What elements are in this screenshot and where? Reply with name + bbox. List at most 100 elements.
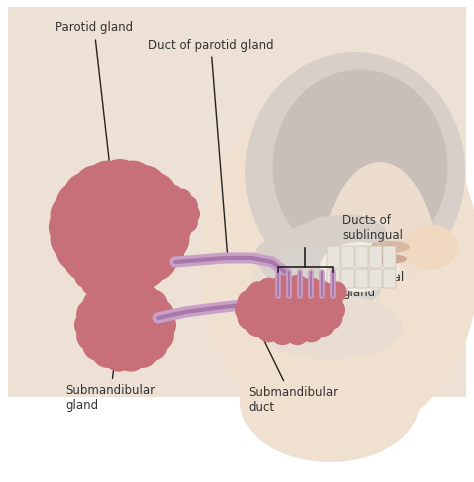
Polygon shape [255,244,385,310]
Circle shape [137,290,167,320]
Circle shape [74,244,118,288]
Ellipse shape [320,162,440,402]
Ellipse shape [370,241,410,253]
FancyBboxPatch shape [383,246,396,268]
Ellipse shape [249,287,331,333]
Circle shape [51,193,95,237]
Circle shape [83,330,113,360]
Circle shape [51,217,95,261]
Ellipse shape [245,52,465,292]
Circle shape [103,278,124,299]
Ellipse shape [147,195,189,233]
Circle shape [75,310,105,340]
Circle shape [137,330,167,360]
FancyBboxPatch shape [369,246,382,268]
Circle shape [248,282,268,302]
Circle shape [85,161,129,205]
Circle shape [180,204,200,224]
Circle shape [238,307,261,329]
Text: Duct of parotid gland: Duct of parotid gland [148,39,273,257]
Circle shape [236,299,258,321]
Ellipse shape [369,254,407,264]
Text: Submandibular
duct: Submandibular duct [248,310,338,414]
FancyBboxPatch shape [327,269,340,288]
FancyBboxPatch shape [341,246,354,268]
Circle shape [116,340,146,371]
Circle shape [113,239,134,261]
Ellipse shape [73,184,166,270]
Circle shape [140,182,184,227]
Circle shape [238,291,261,313]
Circle shape [104,340,134,371]
Circle shape [178,196,197,215]
Circle shape [145,220,164,239]
Circle shape [75,247,96,268]
Circle shape [73,256,94,278]
Circle shape [178,213,197,232]
Circle shape [321,299,344,321]
Circle shape [154,224,173,242]
Ellipse shape [273,69,447,265]
Circle shape [83,290,113,320]
Circle shape [274,282,294,302]
Circle shape [82,239,103,261]
Circle shape [257,278,280,301]
FancyBboxPatch shape [369,269,382,288]
Circle shape [326,282,346,302]
Circle shape [75,266,96,287]
FancyBboxPatch shape [355,246,368,268]
Circle shape [313,282,333,302]
Circle shape [110,249,155,293]
Circle shape [50,205,94,249]
Circle shape [164,224,182,242]
Ellipse shape [320,242,400,292]
FancyBboxPatch shape [341,269,354,288]
Circle shape [164,186,182,204]
Circle shape [74,166,118,210]
Text: Sublingual
gland: Sublingual gland [323,271,404,301]
Circle shape [139,196,158,215]
Circle shape [98,160,142,204]
Text: Ducts of
sublingual
gland: Ducts of sublingual gland [342,214,403,256]
Circle shape [145,310,175,340]
Circle shape [82,273,103,295]
Circle shape [286,321,309,345]
Circle shape [146,205,191,249]
Circle shape [132,173,176,217]
Ellipse shape [84,246,132,288]
Circle shape [137,204,155,224]
Circle shape [300,282,320,302]
Circle shape [172,189,191,208]
Polygon shape [255,214,390,297]
Circle shape [64,173,108,217]
Circle shape [103,235,124,256]
Circle shape [98,250,142,295]
Circle shape [311,283,334,307]
Circle shape [300,278,323,301]
Ellipse shape [250,247,360,327]
Circle shape [110,161,155,205]
Circle shape [319,307,342,329]
Circle shape [319,291,342,313]
Circle shape [122,256,144,278]
Circle shape [128,337,158,367]
Circle shape [172,220,191,239]
Ellipse shape [257,295,402,360]
FancyBboxPatch shape [327,246,340,268]
Circle shape [120,266,141,287]
Circle shape [139,213,158,232]
Circle shape [145,193,189,237]
Circle shape [140,228,184,272]
Text: Submandibular
gland: Submandibular gland [65,321,155,412]
Circle shape [85,249,129,293]
Circle shape [286,276,309,298]
Circle shape [261,282,281,302]
Circle shape [311,314,334,336]
Circle shape [122,166,166,210]
Circle shape [300,319,323,342]
Circle shape [143,321,173,351]
Circle shape [154,186,173,204]
Circle shape [77,299,107,330]
Circle shape [120,247,141,268]
Circle shape [257,319,280,342]
